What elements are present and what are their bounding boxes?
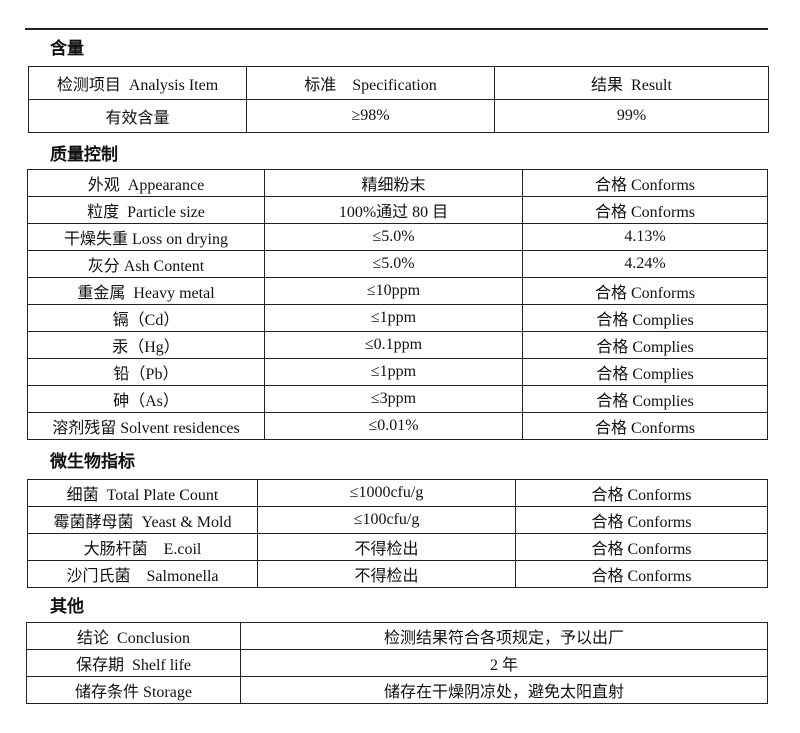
table-row: 溶剂残留 Solvent residences ≤0.01% 合格 Conforms (27, 412, 768, 440)
table-row: 砷（As） ≤3ppm 合格 Complies (27, 385, 768, 413)
table-cell: 霉菌酵母菌 Yeast & Mold (27, 506, 258, 534)
table-cell: 合格 Conforms (515, 560, 768, 588)
table-cell: 砷（As） (27, 385, 265, 413)
table-row: 大肠杆菌 E.coil 不得检出 合格 Conforms (27, 533, 768, 561)
table-cell: 镉（Cd） (27, 304, 265, 332)
table-cell: 2 年 (240, 649, 768, 677)
table-cell: 合格 Conforms (522, 196, 768, 224)
table-cell: 检测项目 Analysis Item (28, 66, 247, 100)
content-table: 检测项目 Analysis Item 标准 Specification 结果 Res… (28, 66, 769, 133)
table-cell: 保存期 Shelf life (26, 649, 241, 677)
table-cell: 标准 Specification (246, 66, 495, 100)
table-cell: 合格 Conforms (515, 533, 768, 561)
table-cell: 汞（Hg） (27, 331, 265, 359)
table-cell: 合格 Complies (522, 304, 768, 332)
table-cell: 合格 Complies (522, 385, 768, 413)
table-cell: ≤5.0% (264, 223, 523, 251)
table-cell: 有效含量 (28, 99, 247, 133)
table-row: 铅（Pb） ≤1ppm 合格 Complies (27, 358, 768, 386)
table-row: 粒度 Particle size 100%通过 80 目合格 Conforms (27, 196, 768, 224)
table-row: 结论 Conclusion 检测结果符合各项规定，予以出厂 (26, 622, 768, 650)
table-row: 干燥失重 Loss on drying ≤5.0% 4.13% (27, 223, 768, 251)
table-cell: 合格 Complies (522, 358, 768, 386)
table-row: 灰分 Ash Content ≤5.0% 4.24% (27, 250, 768, 278)
table-row: 保存期 Shelf life 2 年 (26, 649, 768, 677)
other-table: 结论 Conclusion 检测结果符合各项规定，予以出厂 保存期 Shelf li… (26, 622, 768, 704)
quality-table: 外观 Appearance 精细粉末 合格 Conforms 粒度 Particle … (27, 169, 768, 440)
table-cell: 重金属 Heavy metal (27, 277, 265, 305)
table-cell: ≤10ppm (264, 277, 523, 305)
table-row: 储存条件 Storage 储存在干燥阴凉处，避免太阳直射 (26, 676, 768, 704)
table-cell: ≤0.1ppm (264, 331, 523, 359)
table-cell: 检测结果符合各项规定，予以出厂 (240, 622, 768, 650)
table-cell: 100%通过 80 目 (264, 196, 523, 224)
table-cell: ≤100cfu/g (257, 506, 516, 534)
table-cell: 不得检出 (257, 533, 516, 561)
table-cell: 精细粉末 (264, 169, 523, 197)
table-cell: 大肠杆菌 E.coil (27, 533, 258, 561)
table-cell: ≤1000cfu/g (257, 479, 516, 507)
table-cell: ≤3ppm (264, 385, 523, 413)
table-row: 镉（Cd） ≤1ppm 合格 Complies (27, 304, 768, 332)
table-cell: 合格 Conforms (522, 412, 768, 440)
table-cell: 储存在干燥阴凉处，避免太阳直射 (240, 676, 768, 704)
table-row: 有效含量 ≥98% 99% (28, 99, 769, 133)
section-heading-other: 其他 (50, 597, 84, 617)
table-cell: 结论 Conclusion (26, 622, 241, 650)
table-cell: 储存条件 Storage (26, 676, 241, 704)
table-cell: ≥98% (246, 99, 495, 133)
table-cell: 细菌 Total Plate Count (27, 479, 258, 507)
table-cell: 粒度 Particle size (27, 196, 265, 224)
table-row: 重金属 Heavy metal ≤10ppm 合格 Conforms (27, 277, 768, 305)
table-cell: 干燥失重 Loss on drying (27, 223, 265, 251)
section-heading-content: 含量 (50, 39, 84, 59)
table-cell: 沙门氏菌 Salmonella (27, 560, 258, 588)
table-cell: 99% (494, 99, 769, 133)
table-cell: 4.13% (522, 223, 768, 251)
table-row: 汞（Hg） ≤0.1ppm 合格 Complies (27, 331, 768, 359)
table-cell: ≤1ppm (264, 358, 523, 386)
table-cell: ≤5.0% (264, 250, 523, 278)
table-cell: 不得检出 (257, 560, 516, 588)
table-header-row: 检测项目 Analysis Item 标准 Specification 结果 Res… (28, 66, 769, 100)
table-cell: 铅（Pb） (27, 358, 265, 386)
table-cell: 合格 Conforms (522, 169, 768, 197)
section-heading-quality: 质量控制 (50, 145, 118, 165)
micro-table: 细菌 Total Plate Count ≤1000cfu/g 合格 Conform… (27, 479, 768, 588)
table-row: 霉菌酵母菌 Yeast & Mold ≤100cfu/g 合格 Conforms (27, 506, 768, 534)
table-cell: 结果 Result (494, 66, 769, 100)
table-cell: 灰分 Ash Content (27, 250, 265, 278)
table-cell: 合格 Complies (522, 331, 768, 359)
table-cell: 外观 Appearance (27, 169, 265, 197)
table-cell: ≤0.01% (264, 412, 523, 440)
table-row: 细菌 Total Plate Count ≤1000cfu/g 合格 Conform… (27, 479, 768, 507)
table-cell: 溶剂残留 Solvent residences (27, 412, 265, 440)
table-cell: 4.24% (522, 250, 768, 278)
table-row: 外观 Appearance 精细粉末 合格 Conforms (27, 169, 768, 197)
table-row: 沙门氏菌 Salmonella 不得检出 合格 Conforms (27, 560, 768, 588)
top-divider (25, 28, 768, 30)
table-cell: ≤1ppm (264, 304, 523, 332)
table-cell: 合格 Conforms (515, 506, 768, 534)
section-heading-micro: 微生物指标 (50, 452, 135, 472)
table-cell: 合格 Conforms (515, 479, 768, 507)
table-cell: 合格 Conforms (522, 277, 768, 305)
